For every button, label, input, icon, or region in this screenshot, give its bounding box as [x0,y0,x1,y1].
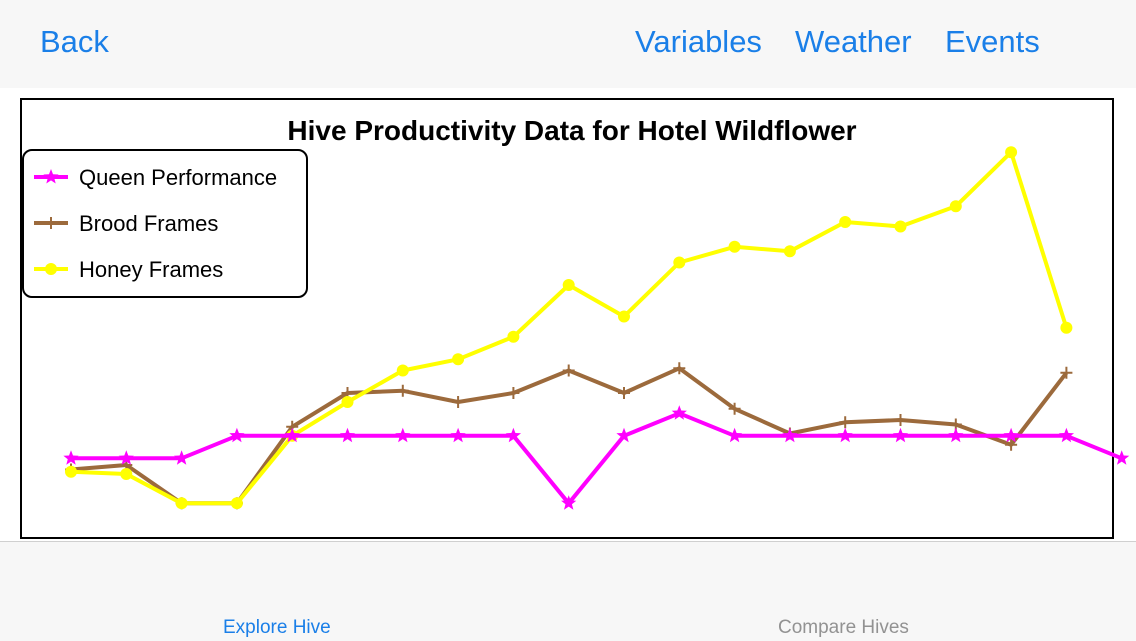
series-layer [63,146,1130,510]
honey-frames-point [65,465,77,478]
brood-frames-point [452,396,465,408]
honey-frames-point [839,216,852,228]
brood-frames-point [618,387,630,399]
queen-performance-point [782,427,798,443]
honey-frames-point [562,279,575,291]
honey-frames-point [120,468,133,480]
legend-queen-performance-label: Queen Performance [79,165,277,190]
queen-performance-point [63,450,79,465]
brood-frames-point [396,384,409,397]
honey-frames-point [949,200,962,213]
queen-performance-point [671,405,687,420]
legend-honey-frames-marker [45,263,57,275]
navigation-bar: Back Variables Weather Events [0,0,1136,88]
variables-button[interactable]: Variables [635,24,762,59]
queen-performance-point [616,427,632,443]
queen-performance-point [395,427,411,443]
honey-frames-point [341,396,354,408]
brood-frames-point [562,364,575,377]
tab-explore-hive[interactable]: Explore Hive [223,617,331,638]
honey-frames-point [175,497,188,510]
honey-frames-point [1060,321,1073,334]
brood-frames-point [1060,366,1073,379]
queen-performance-point [173,450,190,465]
honey-frames-point [1005,146,1018,159]
queen-performance-point [561,495,577,510]
queen-performance-point [118,450,134,465]
honey-frames-point [673,256,686,269]
honey-frames-point [728,240,741,253]
queen-performance-point [1114,450,1130,465]
queen-performance-point [450,427,466,443]
tab-compare-hives[interactable]: Compare Hives [778,617,909,638]
honey-frames-point [230,497,243,510]
legend-queen-performance-marker [43,169,59,184]
chart-title: Hive Productivity Data for Hotel Wildflo… [287,115,856,146]
honey-frames-point [396,364,409,377]
queen-performance-line [71,411,1123,506]
legend-box [22,149,308,298]
legend-brood-frames-marker [45,217,57,229]
honey-frames-point [452,353,465,366]
queen-performance-point [948,427,964,443]
queen-performance-point [837,427,853,443]
queen-performance-point [726,427,743,443]
legend-brood-frames-label: Brood Frames [79,211,218,236]
brood-frames-point [728,402,741,415]
honey-frames-point [507,330,520,343]
queen-performance-point [1003,427,1019,443]
brood-frames-point [1005,438,1018,451]
queen-performance-point [339,427,356,443]
honey-frames-point [783,245,796,258]
queen-performance-point [284,427,300,443]
tab-bar: Explore Hive Compare Hives [0,541,1136,641]
queen-performance-point [229,427,245,443]
queen-performance-point [892,427,909,443]
brood-frames-point [839,416,852,429]
honey-frames-point [894,220,907,233]
chart-legend: Queen Performance Brood Frames Honey Frame… [22,149,308,298]
queen-performance-point [1058,427,1075,443]
honey-frames-point [618,310,630,323]
weather-button[interactable]: Weather [795,24,912,59]
brood-frames-point [894,414,907,426]
brood-frames-point [673,362,686,375]
legend-honey-frames-label: Honey Frames [79,257,223,282]
back-button[interactable]: Back [40,24,109,59]
queen-performance-point [505,427,522,443]
events-button[interactable]: Events [945,24,1040,59]
brood-frames-point [507,387,520,399]
